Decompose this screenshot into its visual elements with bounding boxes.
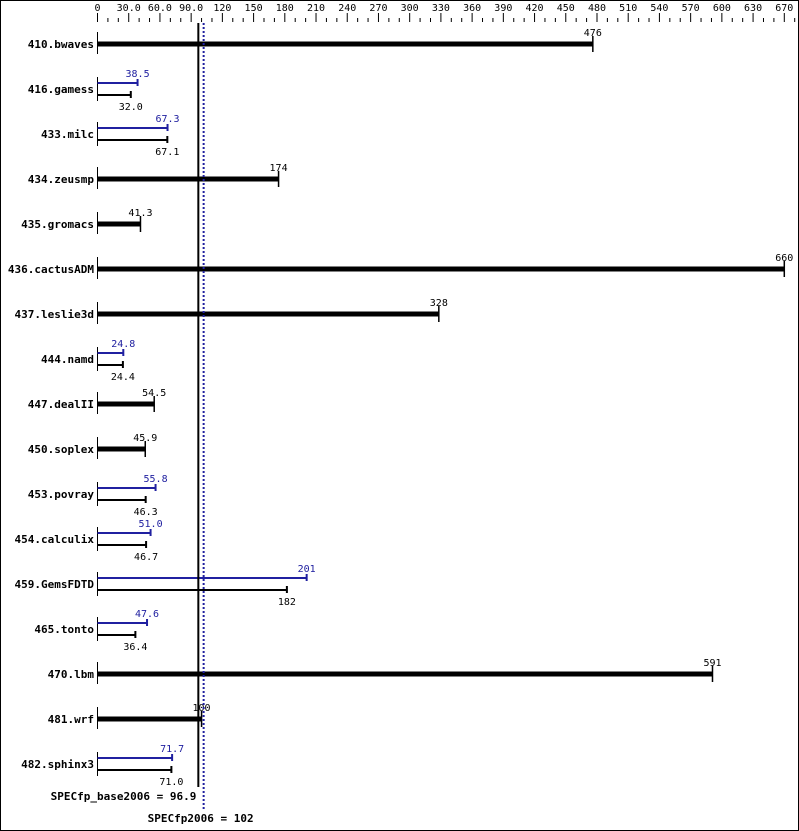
peak-bar xyxy=(97,352,124,354)
category-label: 454.calculix xyxy=(15,533,95,546)
category-label: 481.wrf xyxy=(48,713,94,726)
peak-value-label: 67.3 xyxy=(155,114,179,125)
base-bar xyxy=(97,671,713,677)
axis-tick-label: 670 xyxy=(775,3,793,14)
base-bar xyxy=(97,311,439,317)
base-bar xyxy=(97,139,168,141)
base-value-label: 46.3 xyxy=(134,507,158,518)
base-value-label: 67.1 xyxy=(155,147,179,158)
base-value-label: 174 xyxy=(270,163,288,174)
axis-tick-label: 270 xyxy=(369,3,387,14)
axis-tick-label: 330 xyxy=(432,3,450,14)
peak-bar xyxy=(97,487,156,489)
category-label: 447.dealII xyxy=(28,398,94,411)
base-bar xyxy=(97,221,141,227)
base-value-label: 182 xyxy=(278,597,296,608)
axis-tick-label: 390 xyxy=(494,3,512,14)
peak-value-label: 201 xyxy=(298,564,316,575)
category-label: 482.sphinx3 xyxy=(21,758,94,771)
base-bar xyxy=(97,94,131,96)
axis-tick-label: 600 xyxy=(713,3,731,14)
base-value-label: 54.5 xyxy=(142,388,166,399)
category-label: 416.gamess xyxy=(28,83,94,96)
axis-tick-label: 30.0 xyxy=(117,3,141,14)
base-value-label: 328 xyxy=(430,298,448,309)
base-bar xyxy=(97,589,287,591)
base-value-label: 24.4 xyxy=(111,372,135,383)
base-bar xyxy=(97,401,155,407)
axis-tick-label: 630 xyxy=(744,3,762,14)
axis-tick-label: 570 xyxy=(682,3,700,14)
peak-bar xyxy=(97,622,148,624)
axis-tick-label: 540 xyxy=(650,3,668,14)
axis-tick-label: 60.0 xyxy=(148,3,172,14)
peak-value-label: 24.8 xyxy=(111,339,135,350)
base-bar xyxy=(97,364,123,366)
peak-bar xyxy=(97,82,138,84)
category-label: 453.povray xyxy=(28,488,95,501)
base-value-label: 660 xyxy=(775,253,793,264)
axis-tick-label: 150 xyxy=(245,3,263,14)
base-value-label: 100 xyxy=(193,703,211,714)
base-bar xyxy=(97,499,146,501)
base-value-label: 41.3 xyxy=(128,208,152,219)
axis-tick-label: 360 xyxy=(463,3,481,14)
axis-tick-label: 120 xyxy=(213,3,231,14)
axis-tick-label: 420 xyxy=(526,3,544,14)
base-bar xyxy=(97,446,146,452)
peak-value-label: 55.8 xyxy=(144,474,168,485)
peak-reference-label: SPECfp2006 = 102 xyxy=(148,812,254,825)
axis-tick-label: 480 xyxy=(588,3,606,14)
axis-tick-label: 210 xyxy=(307,3,325,14)
base-value-label: 71.0 xyxy=(159,777,183,788)
category-label: 444.namd xyxy=(41,353,94,366)
peak-bar xyxy=(97,577,307,579)
category-label: 435.gromacs xyxy=(21,218,94,231)
category-label: 450.soplex xyxy=(28,443,95,456)
base-bar xyxy=(97,634,136,636)
peak-value-label: 71.7 xyxy=(160,744,184,755)
category-label: 465.tonto xyxy=(34,623,94,636)
axis-tick-label: 450 xyxy=(557,3,575,14)
category-label: 470.lbm xyxy=(48,668,95,681)
base-bar xyxy=(97,176,279,182)
base-bar xyxy=(97,716,202,722)
peak-bar xyxy=(97,757,173,759)
peak-value-label: 38.5 xyxy=(126,69,150,80)
category-label: 410.bwaves xyxy=(28,38,94,51)
peak-value-label: 51.0 xyxy=(139,519,163,530)
axis-tick-label: 510 xyxy=(619,3,637,14)
category-label: 437.leslie3d xyxy=(15,308,94,321)
peak-bar xyxy=(97,532,151,534)
base-value-label: 591 xyxy=(703,658,721,669)
category-label: 459.GemsFDTD xyxy=(15,578,95,591)
base-value-label: 46.7 xyxy=(134,552,158,563)
category-label: 433.milc xyxy=(41,128,94,141)
axis-tick-label: 240 xyxy=(338,3,356,14)
base-value-label: 45.9 xyxy=(133,433,157,444)
axis-tick-label: 300 xyxy=(401,3,419,14)
category-label: 434.zeusmp xyxy=(28,173,95,186)
axis-tick-label: 0 xyxy=(94,3,100,14)
base-bar xyxy=(97,769,172,771)
axis-tick-label: 90.0 xyxy=(179,3,203,14)
base-value-label: 36.4 xyxy=(123,642,147,653)
axis-tick-label: 180 xyxy=(276,3,294,14)
base-value-label: 32.0 xyxy=(119,102,143,113)
category-label: 436.cactusADM xyxy=(8,263,94,276)
peak-value-label: 47.6 xyxy=(135,609,159,620)
base-bar xyxy=(97,266,785,272)
base-value-label: 476 xyxy=(584,28,602,39)
base-reference-label: SPECfp_base2006 = 96.9 xyxy=(51,790,197,803)
peak-bar xyxy=(97,127,168,129)
base-bar xyxy=(97,41,593,47)
base-bar xyxy=(97,544,147,546)
